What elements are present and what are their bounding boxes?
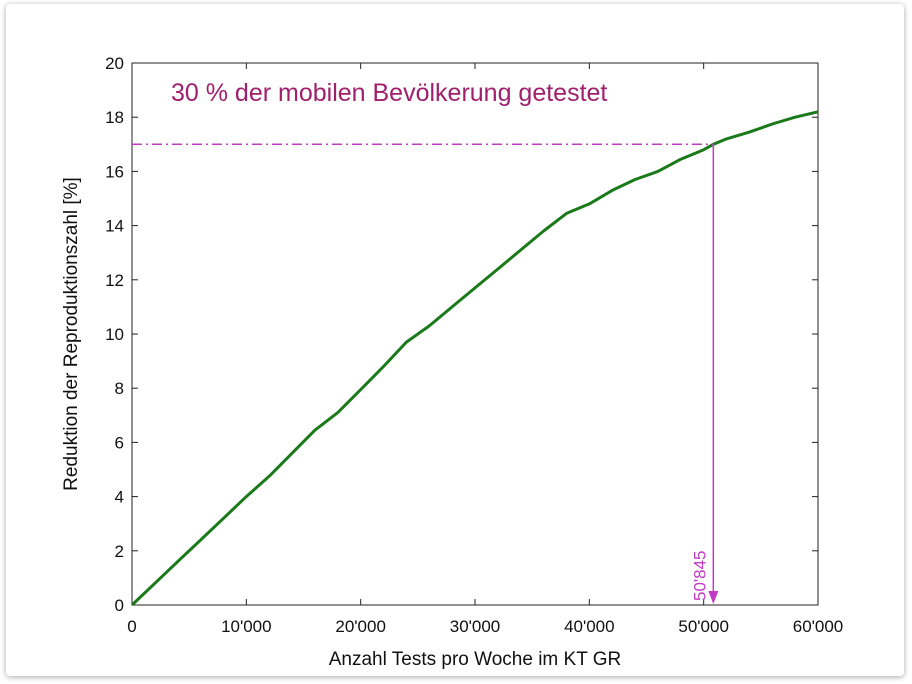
x-tick-label: 30'000 [450,617,501,636]
x-tick-label: 40'000 [564,617,615,636]
y-tick-label: 20 [105,54,124,73]
x-axis-label: Anzahl Tests pro Woche im KT GR [329,649,622,670]
y-tick-label: 12 [105,271,124,290]
y-tick-label: 18 [105,108,124,127]
y-tick-label: 10 [105,325,124,344]
y-tick-label: 16 [105,162,124,181]
y-tick-label: 0 [115,596,124,615]
threshold-arrow-head [708,591,719,604]
threshold-x-label: 50'845 [690,550,709,601]
x-tick-label: 50'000 [678,617,729,636]
plot-area: 0 10'000 20'000 30'000 40'000 50'000 60'000 0 2 4… [105,54,843,636]
annotation-label: 30 % der mobilen Bevölkerung getestet [171,79,607,107]
x-tick-label: 10'000 [221,617,272,636]
x-tick-label: 0 [127,617,136,636]
chart: 0 10'000 20'000 30'000 40'000 50'000 60'000 0 2 4… [61,54,843,670]
y-tick-label: 14 [105,217,124,236]
x-tick-label: 60'000 [793,617,844,636]
data-line [130,110,819,607]
x-tick-label: 20'000 [335,617,386,636]
y-tick-label: 6 [115,433,124,452]
y-tick-label: 4 [115,488,124,507]
y-axis-label: Reduktion der Reproduktionszahl [%] [61,177,82,491]
y-tick-label: 8 [115,379,124,398]
figure-frame: 0 10'000 20'000 30'000 40'000 50'000 60'000 0 2 4… [6,4,904,676]
y-tick-label: 2 [115,542,124,561]
